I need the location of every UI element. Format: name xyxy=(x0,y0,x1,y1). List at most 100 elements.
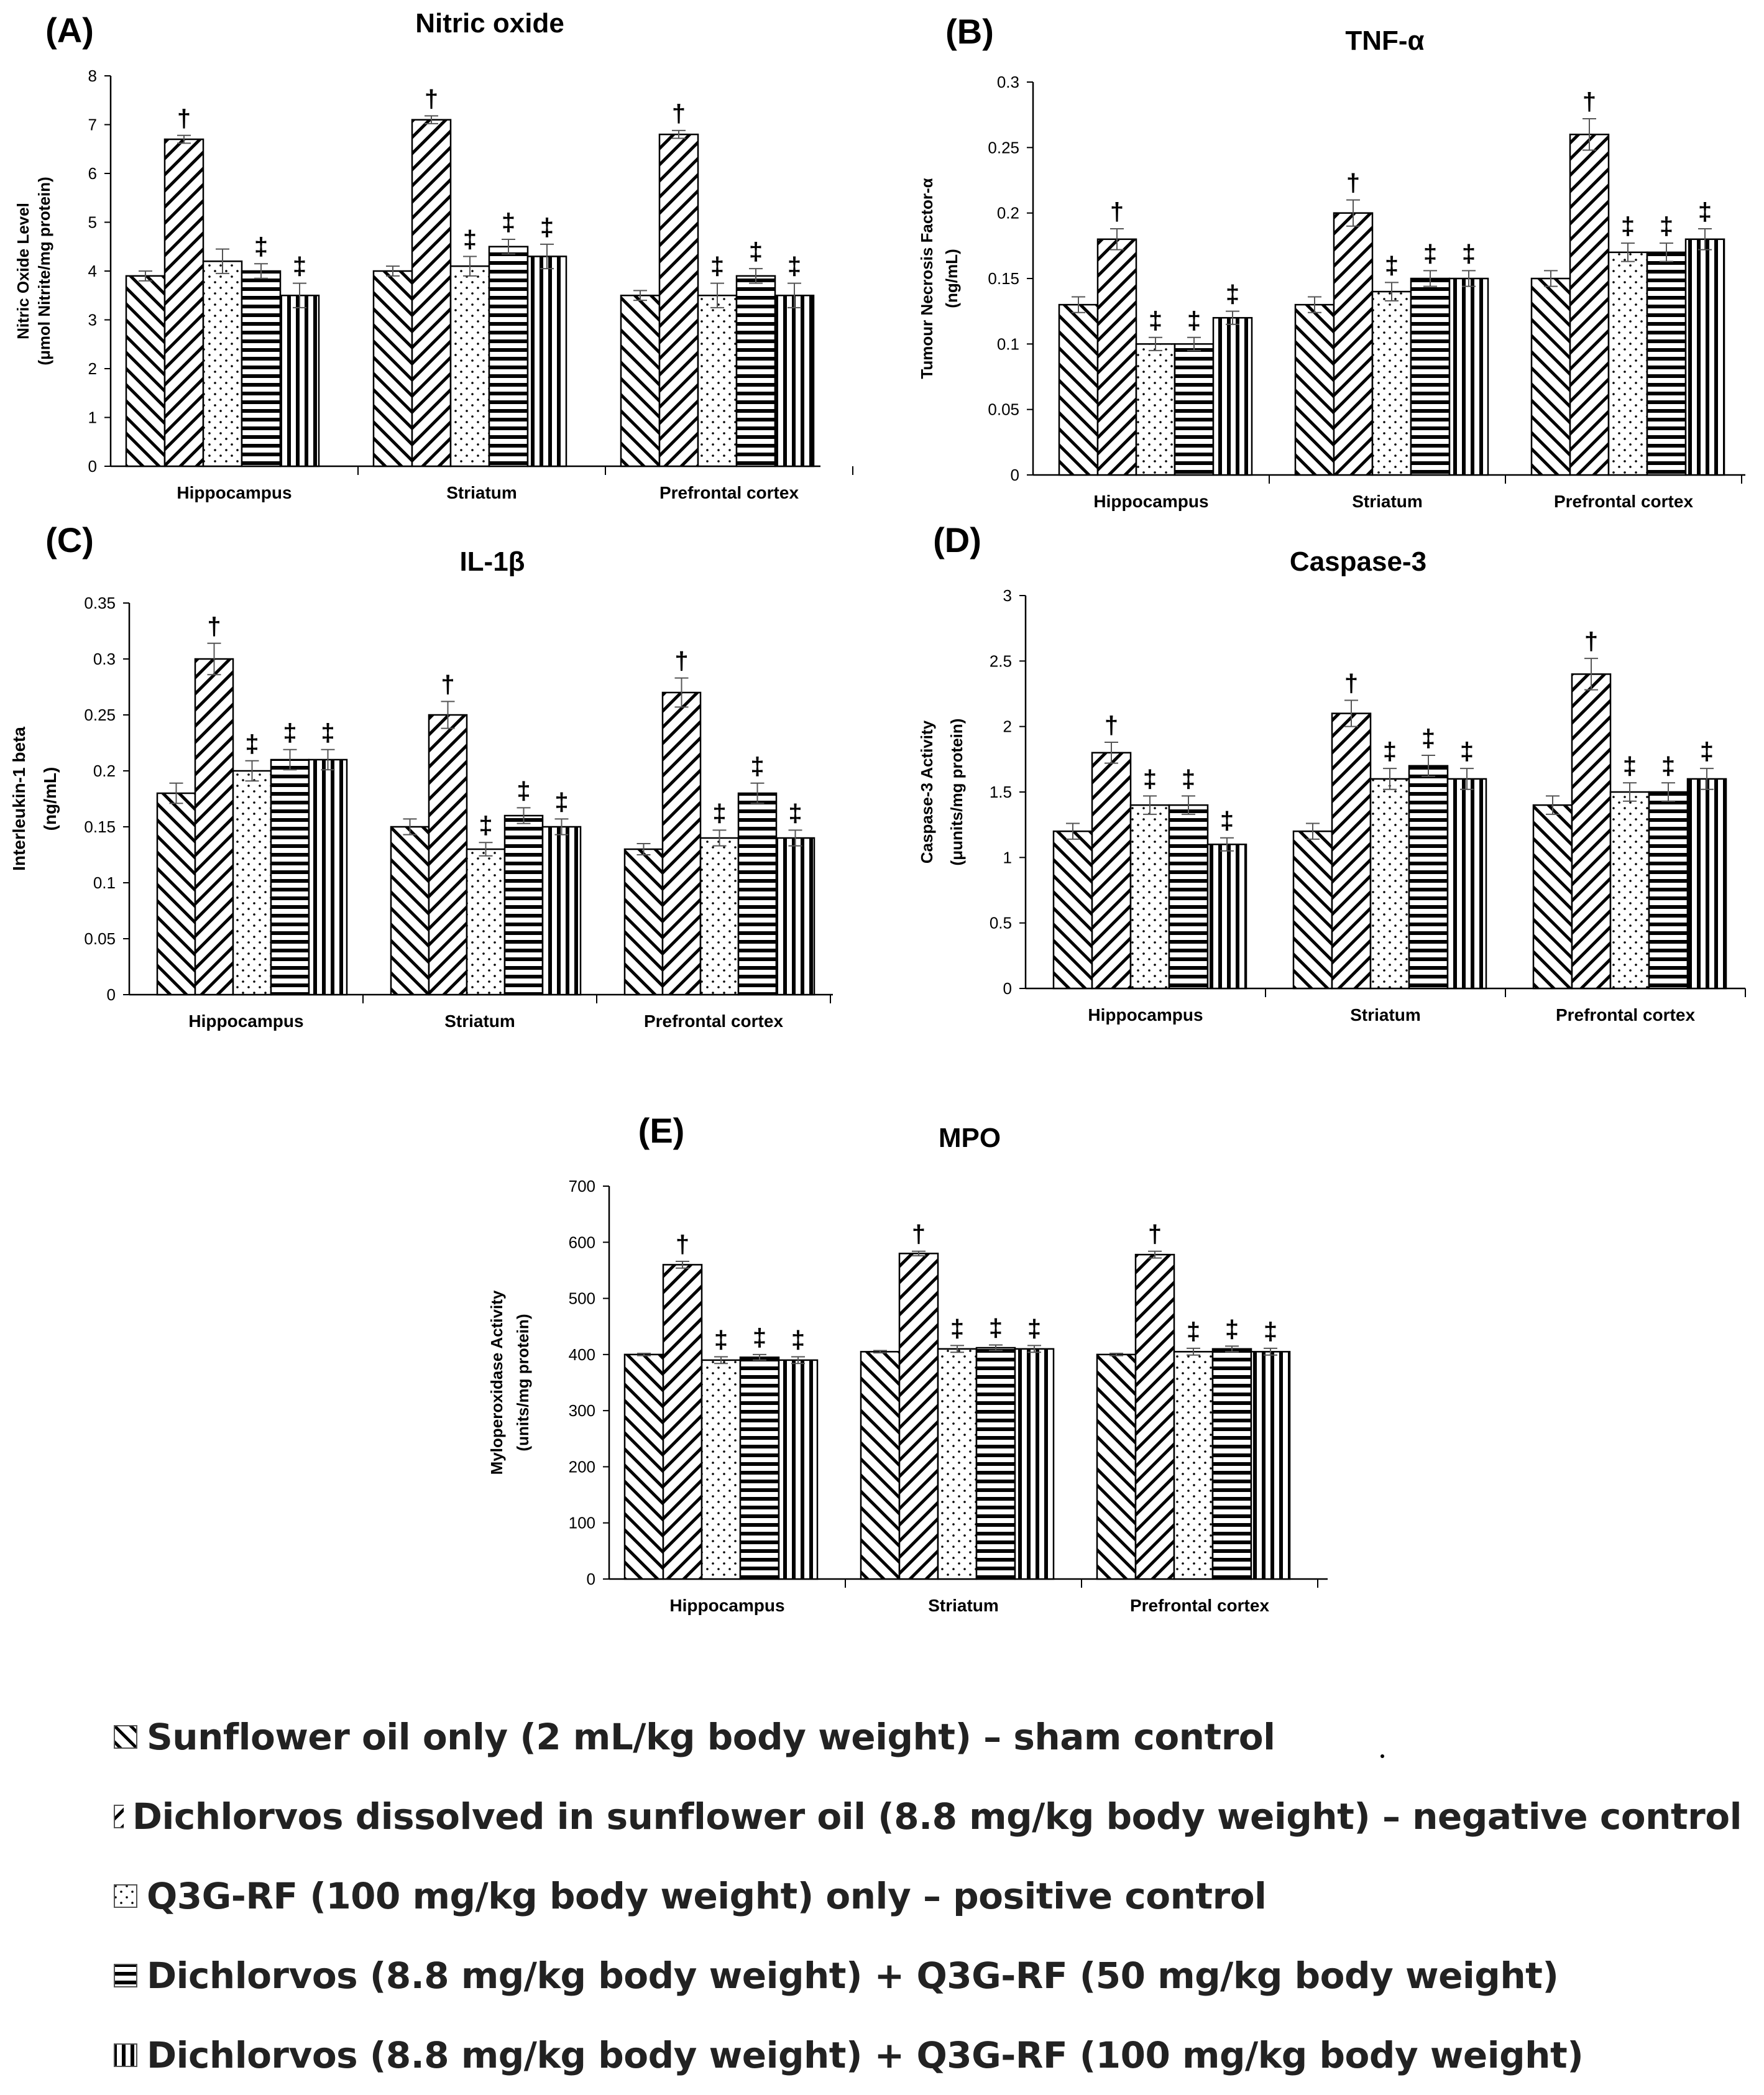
x-tick-label: Striatum xyxy=(928,1596,999,1615)
x-tick-label: Striatum xyxy=(446,483,517,502)
significance-mark: ‡ xyxy=(1225,1315,1239,1343)
significance-mark: ‡ xyxy=(1661,752,1675,780)
significance-mark: ‡ xyxy=(554,788,568,816)
bar-b-s4-1 xyxy=(1174,343,1215,476)
y-tick-label: 0 xyxy=(587,1570,595,1588)
bar-a-s1-2 xyxy=(372,270,413,467)
legend-item: Dichlorvos (8.8 mg/kg body weight) + Q3G… xyxy=(113,1936,1742,2015)
significance-mark: ‡ xyxy=(749,238,763,265)
bar-e-s2-2 xyxy=(898,1253,939,1580)
legend-swatch-icon xyxy=(114,1964,137,1987)
y-tick-label: 0 xyxy=(88,457,97,476)
panel-label: (B) xyxy=(945,12,994,51)
bar-b-s3-2 xyxy=(1371,290,1412,476)
y-tick-label: 0.2 xyxy=(997,204,1019,223)
bar-a-s2-1 xyxy=(163,138,204,467)
bar-c-s3-2 xyxy=(466,848,506,996)
bar-a-s3-3 xyxy=(697,295,738,467)
significance-mark: † xyxy=(425,85,438,113)
panel-label: (E) xyxy=(638,1111,685,1150)
bar-b-s5-1 xyxy=(1212,316,1253,476)
bar-d-s5-1 xyxy=(1206,844,1247,990)
legend-swatch-icon xyxy=(114,2043,137,2067)
y-axis-label: (units/mg protein) xyxy=(513,1314,532,1452)
legend-label: Sunflower oil only (2 mL/kg body weight)… xyxy=(147,1716,1275,1758)
legend-swatch-icon xyxy=(114,1725,137,1749)
bar-a-s1-1 xyxy=(125,275,166,467)
significance-mark: ‡ xyxy=(788,253,801,280)
bar-e-s3-1 xyxy=(701,1359,742,1580)
significance-mark: ‡ xyxy=(517,777,530,804)
y-tick-label: 0.35 xyxy=(84,594,116,612)
y-tick-label: 2.5 xyxy=(990,652,1012,670)
y-tick-label: 0.3 xyxy=(997,73,1019,91)
x-tick-label: Prefrontal cortex xyxy=(644,1011,783,1031)
y-axis-label: (μmol Nitrite/mg protein) xyxy=(35,177,53,365)
bar-b-s2-2 xyxy=(1333,212,1374,476)
y-tick-label: 0.25 xyxy=(988,138,1019,157)
chart-title: IL-1β xyxy=(459,546,525,577)
significance-mark: ‡ xyxy=(1698,198,1712,226)
chart-title: MPO xyxy=(939,1123,1001,1153)
significance-mark: ‡ xyxy=(1385,252,1399,279)
bar-d-s3-2 xyxy=(1369,778,1410,990)
chart-e: (E) MPO Myloperoxidase Activity (units/mg p… xyxy=(487,1111,1328,1615)
y-tick-label: 600 xyxy=(569,1233,595,1251)
significance-mark: † xyxy=(1110,198,1124,226)
significance-mark: † xyxy=(1344,670,1358,698)
y-tick-label: 7 xyxy=(88,116,97,134)
bar-b-s3-1 xyxy=(1135,343,1176,476)
bar-a-s4-2 xyxy=(488,246,529,467)
significance-mark: ‡ xyxy=(750,753,764,780)
y-tick-label: 4 xyxy=(88,262,97,280)
y-axis-label: Nitric Oxide Level xyxy=(14,203,32,339)
bar-d-s4-2 xyxy=(1408,765,1449,990)
bar-a-s3-1 xyxy=(202,260,243,467)
significance-mark: ‡ xyxy=(1422,725,1435,752)
bar-d-s3-3 xyxy=(1609,791,1650,990)
bar-e-s1-3 xyxy=(1096,1353,1137,1580)
y-tick-label: 0.25 xyxy=(84,706,116,724)
significance-mark: ‡ xyxy=(1182,765,1195,793)
y-axis-label: (ng/mL) xyxy=(40,767,60,831)
significance-mark: ‡ xyxy=(712,799,726,827)
y-tick-label: 0.1 xyxy=(93,873,116,892)
bar-c-s4-2 xyxy=(503,814,544,996)
chart-a: (A) Nitric oxide Nitric Oxide Level (μmol N… xyxy=(14,8,853,502)
bar-c-s1-3 xyxy=(623,848,664,996)
significance-mark: ‡ xyxy=(540,214,554,241)
bar-d-s2-2 xyxy=(1331,712,1372,990)
x-tick-label: Prefrontal cortex xyxy=(659,483,799,502)
significance-mark: † xyxy=(674,648,688,675)
significance-mark: ‡ xyxy=(1264,1318,1277,1345)
significance-mark: ‡ xyxy=(479,812,492,839)
significance-mark: ‡ xyxy=(1187,1318,1200,1345)
bar-c-s3-3 xyxy=(699,837,740,996)
y-tick-label: 0.3 xyxy=(93,650,116,668)
significance-mark: ‡ xyxy=(245,730,259,758)
y-tick-label: 0.05 xyxy=(84,929,116,948)
bar-c-s5-3 xyxy=(775,837,815,996)
y-axis-label: Caspase-3 Activity xyxy=(917,720,936,863)
y-tick-label: 0.05 xyxy=(988,400,1019,419)
bar-d-s1-1 xyxy=(1052,830,1093,990)
bar-d-s2-3 xyxy=(1571,673,1612,990)
bar-d-s1-3 xyxy=(1532,804,1573,990)
figure-charts: (A) Nitric oxide Nitric Oxide Level (μmol N… xyxy=(9,8,1746,1615)
x-tick-label: Hippocampus xyxy=(669,1596,784,1615)
significance-mark: ‡ xyxy=(1143,765,1157,793)
legend-item: Q3G-RF (100 mg/kg body weight) only – po… xyxy=(113,1856,1742,1936)
bar-c-s5-2 xyxy=(541,826,582,996)
significance-mark: ‡ xyxy=(1027,1315,1041,1342)
stray-dot xyxy=(1380,1754,1384,1758)
y-tick-label: 0 xyxy=(107,985,116,1004)
significance-mark: ‡ xyxy=(1700,738,1714,765)
legend-swatch-icon xyxy=(114,1884,137,1908)
bar-d-s1-2 xyxy=(1292,830,1333,990)
x-tick-label: Striatum xyxy=(1350,1005,1421,1024)
bar-b-s4-3 xyxy=(1646,251,1687,476)
y-tick-label: 3 xyxy=(1003,586,1012,605)
legend-label: Dichlorvos (8.8 mg/kg body weight) + Q3G… xyxy=(147,2034,1584,2076)
significance-mark: ‡ xyxy=(321,719,334,747)
x-tick-label: Hippocampus xyxy=(188,1011,303,1031)
